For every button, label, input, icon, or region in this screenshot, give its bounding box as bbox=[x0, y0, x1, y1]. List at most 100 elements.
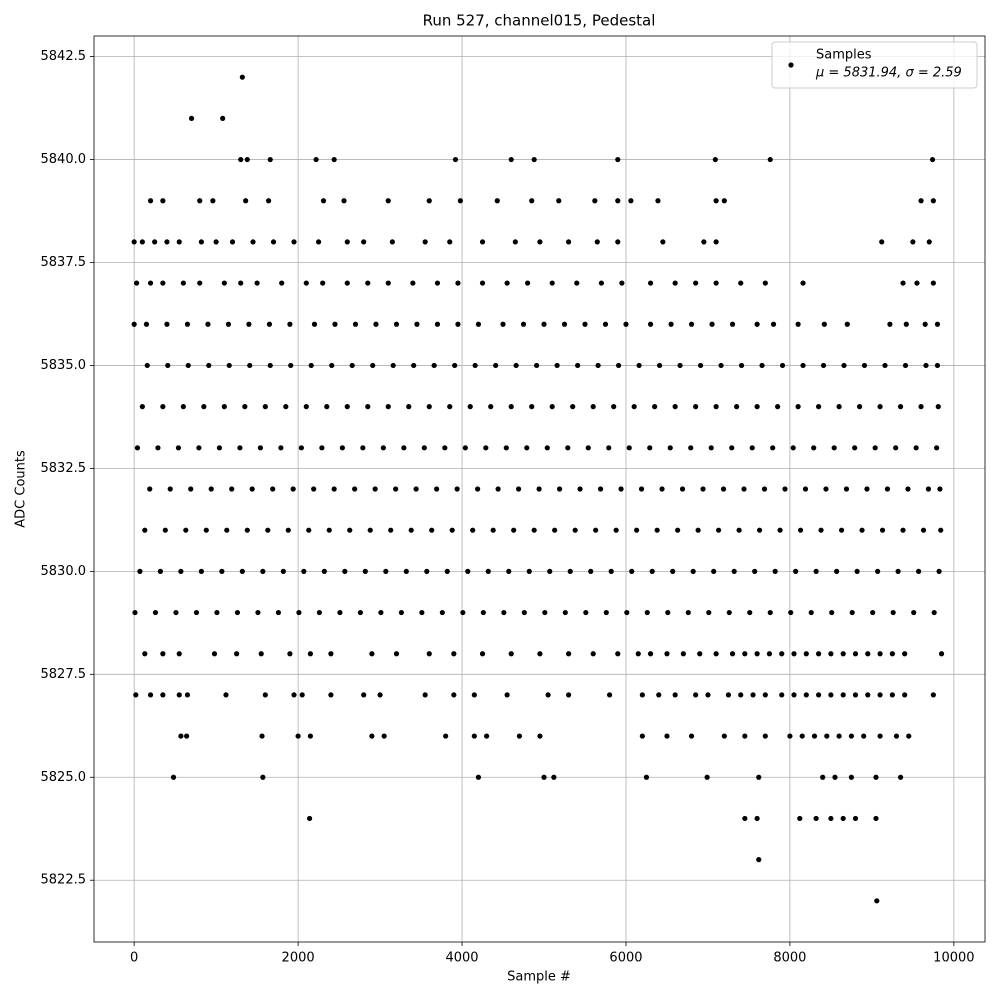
point bbox=[688, 321, 695, 327]
point bbox=[147, 486, 153, 492]
point bbox=[369, 733, 375, 739]
point bbox=[793, 568, 799, 574]
point bbox=[828, 692, 834, 698]
point bbox=[537, 239, 543, 245]
point bbox=[365, 280, 371, 286]
point bbox=[454, 486, 460, 492]
point bbox=[255, 609, 261, 616]
point bbox=[639, 733, 645, 739]
point bbox=[201, 404, 207, 410]
point bbox=[501, 609, 507, 616]
point bbox=[388, 527, 394, 533]
point bbox=[750, 692, 756, 698]
point bbox=[352, 486, 358, 492]
point bbox=[431, 362, 437, 369]
x-tick-label: 4000 bbox=[445, 951, 478, 966]
point bbox=[306, 527, 312, 533]
point bbox=[526, 568, 532, 574]
point bbox=[451, 651, 457, 657]
point bbox=[360, 445, 366, 451]
point bbox=[460, 609, 466, 616]
point bbox=[811, 733, 818, 739]
point bbox=[160, 404, 166, 410]
point bbox=[820, 362, 827, 369]
point bbox=[918, 198, 924, 204]
point bbox=[705, 692, 711, 698]
point bbox=[797, 815, 803, 822]
point bbox=[244, 527, 250, 533]
point bbox=[708, 445, 714, 451]
point bbox=[152, 239, 158, 245]
point bbox=[554, 362, 560, 369]
point bbox=[688, 733, 695, 739]
point bbox=[160, 692, 166, 698]
point bbox=[693, 404, 699, 410]
point bbox=[615, 156, 621, 163]
point bbox=[311, 321, 318, 327]
point bbox=[791, 651, 797, 657]
point bbox=[484, 733, 490, 739]
point bbox=[308, 362, 314, 369]
point bbox=[452, 156, 459, 163]
point bbox=[889, 651, 895, 657]
point bbox=[938, 527, 944, 533]
point bbox=[861, 733, 867, 739]
point bbox=[165, 362, 171, 369]
point bbox=[131, 239, 137, 245]
point bbox=[267, 362, 273, 369]
point bbox=[930, 198, 936, 204]
y-tick-label: 5830.0 bbox=[41, 564, 87, 579]
point bbox=[803, 692, 809, 698]
point bbox=[521, 609, 527, 616]
point bbox=[709, 321, 715, 327]
point bbox=[718, 362, 724, 369]
point bbox=[291, 692, 297, 698]
point bbox=[877, 692, 883, 698]
point bbox=[766, 651, 773, 657]
point bbox=[426, 198, 432, 204]
point bbox=[157, 568, 163, 574]
point bbox=[506, 568, 512, 574]
point bbox=[567, 568, 573, 574]
point bbox=[799, 733, 805, 739]
point bbox=[176, 239, 182, 245]
point bbox=[488, 404, 494, 410]
point bbox=[331, 156, 337, 163]
point bbox=[856, 404, 863, 410]
point bbox=[443, 733, 449, 739]
point bbox=[329, 362, 335, 369]
point bbox=[588, 568, 594, 574]
point bbox=[597, 486, 604, 492]
point bbox=[131, 321, 137, 327]
point bbox=[301, 568, 307, 574]
point bbox=[797, 527, 804, 533]
point bbox=[475, 486, 481, 492]
point bbox=[677, 362, 683, 369]
point bbox=[808, 609, 814, 616]
point bbox=[465, 568, 471, 574]
point bbox=[889, 692, 895, 698]
legend-box bbox=[771, 41, 978, 89]
point bbox=[313, 156, 319, 163]
point bbox=[180, 280, 186, 286]
point bbox=[419, 609, 425, 616]
point bbox=[738, 280, 744, 286]
point bbox=[873, 815, 879, 822]
point bbox=[577, 486, 583, 492]
point bbox=[701, 239, 707, 245]
point bbox=[618, 486, 624, 492]
point bbox=[791, 692, 797, 698]
point bbox=[462, 445, 468, 451]
point bbox=[278, 445, 284, 451]
point bbox=[457, 198, 464, 204]
point bbox=[935, 404, 941, 410]
point bbox=[879, 527, 886, 533]
point bbox=[512, 239, 518, 245]
point bbox=[902, 362, 909, 369]
point bbox=[511, 527, 517, 533]
point bbox=[229, 239, 236, 245]
point bbox=[219, 568, 225, 574]
point bbox=[613, 527, 619, 533]
point bbox=[224, 527, 230, 533]
point bbox=[542, 609, 548, 616]
